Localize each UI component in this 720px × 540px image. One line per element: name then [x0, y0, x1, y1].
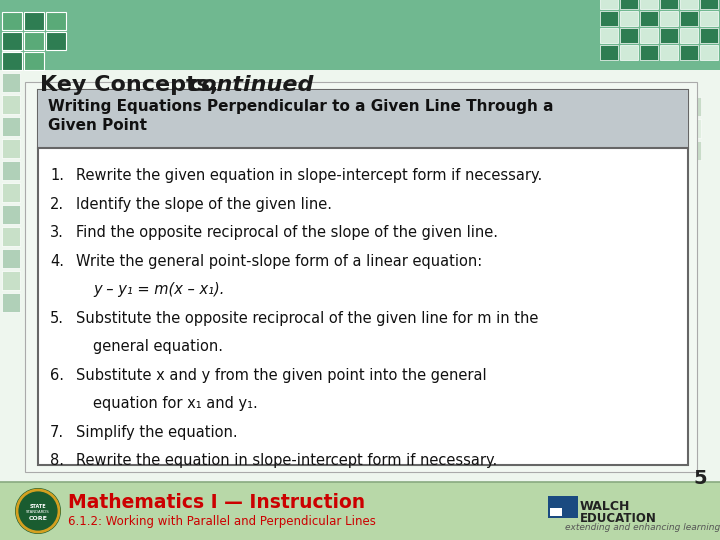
Bar [24, 52, 44, 70]
Bar [2, 73, 20, 92]
Bar [700, 11, 718, 26]
Bar [2, 227, 20, 246]
Bar [638, 141, 657, 160]
Bar [2, 249, 20, 268]
Text: 5: 5 [693, 469, 707, 488]
Bar [2, 32, 22, 50]
Bar [38, 90, 688, 148]
Text: 8.: 8. [50, 454, 64, 468]
Bar [660, 28, 678, 43]
Text: general equation.: general equation. [93, 340, 223, 354]
Bar [660, 97, 679, 116]
Bar [2, 139, 20, 158]
Bar [0, 70, 720, 100]
Bar [620, 28, 638, 43]
Bar [640, 0, 658, 9]
Text: 1.: 1. [50, 168, 64, 184]
Bar [24, 12, 44, 30]
Bar [660, 11, 678, 26]
Text: Identify the slope of the given line.: Identify the slope of the given line. [76, 197, 332, 212]
Bar [680, 0, 698, 9]
Text: Substitute the opposite reciprocal of the given line for m in the: Substitute the opposite reciprocal of th… [76, 311, 539, 326]
Text: Given Point: Given Point [48, 118, 147, 133]
Bar [600, 0, 618, 9]
Bar [2, 293, 20, 312]
Text: CORE: CORE [29, 516, 48, 521]
Bar [638, 119, 657, 138]
Bar [682, 119, 701, 138]
Bar [680, 45, 698, 60]
Text: Mathematics I — Instruction: Mathematics I — Instruction [68, 492, 365, 511]
Bar [660, 45, 678, 60]
Bar [660, 0, 678, 9]
Bar [46, 12, 66, 30]
Text: STANDARDS: STANDARDS [26, 510, 50, 514]
Text: Simplify the equation.: Simplify the equation. [76, 425, 238, 440]
Bar [2, 271, 20, 290]
Text: y – y₁ = m(x – x₁).: y – y₁ = m(x – x₁). [93, 282, 225, 298]
Bar [550, 508, 562, 516]
Bar [680, 28, 698, 43]
Bar [682, 141, 701, 160]
Bar [2, 117, 20, 136]
Bar [0, 70, 720, 482]
Bar [46, 32, 66, 50]
Bar [640, 11, 658, 26]
Text: 4.: 4. [50, 254, 64, 269]
Text: 7.: 7. [50, 425, 64, 440]
Bar [2, 51, 20, 70]
Text: 5.: 5. [50, 311, 64, 326]
Bar [24, 32, 44, 50]
Text: 6.1.2: Working with Parallel and Perpendicular Lines: 6.1.2: Working with Parallel and Perpend… [68, 516, 376, 529]
Bar [2, 161, 20, 180]
Text: 3.: 3. [50, 226, 64, 240]
Bar [700, 28, 718, 43]
Bar [620, 45, 638, 60]
Text: continued: continued [188, 75, 313, 95]
Text: 6.: 6. [50, 368, 64, 383]
Text: Write the general point-slope form of a linear equation:: Write the general point-slope form of a … [76, 254, 482, 269]
Bar [700, 0, 718, 9]
Bar [0, 0, 720, 70]
Text: Rewrite the given equation in slope-intercept form if necessary.: Rewrite the given equation in slope-inte… [76, 168, 542, 184]
Bar [2, 95, 20, 114]
Bar [660, 141, 679, 160]
Bar [620, 0, 638, 9]
Text: EDUCATION: EDUCATION [580, 511, 657, 524]
Bar [38, 90, 688, 465]
Bar [600, 45, 618, 60]
Bar [2, 52, 22, 70]
Text: Writing Equations Perpendicular to a Given Line Through a: Writing Equations Perpendicular to a Giv… [48, 98, 554, 113]
Bar [2, 183, 20, 202]
Bar [600, 11, 618, 26]
Bar [638, 97, 657, 116]
Bar [620, 11, 638, 26]
Bar [660, 119, 679, 138]
Text: Rewrite the equation in slope-intercept form if necessary.: Rewrite the equation in slope-intercept … [76, 454, 498, 468]
Bar [700, 45, 718, 60]
Text: 2.: 2. [50, 197, 64, 212]
Bar [680, 11, 698, 26]
Text: WALCH: WALCH [580, 500, 631, 512]
Circle shape [15, 488, 61, 534]
Text: STATE: STATE [30, 503, 46, 509]
Text: extending and enhancing learning: extending and enhancing learning [565, 523, 720, 532]
Bar [0, 482, 720, 540]
Bar [2, 205, 20, 224]
Text: Substitute x and y from the given point into the general: Substitute x and y from the given point … [76, 368, 487, 383]
Bar [25, 82, 697, 472]
Text: Find the opposite reciprocal of the slope of the given line.: Find the opposite reciprocal of the slop… [76, 226, 498, 240]
Bar [640, 28, 658, 43]
Bar [2, 12, 22, 30]
Bar [600, 28, 618, 43]
Bar [548, 496, 578, 518]
Bar [640, 45, 658, 60]
Text: equation for x₁ and y₁.: equation for x₁ and y₁. [93, 396, 258, 411]
Text: Key Concepts,: Key Concepts, [40, 75, 226, 95]
Bar [682, 97, 701, 116]
